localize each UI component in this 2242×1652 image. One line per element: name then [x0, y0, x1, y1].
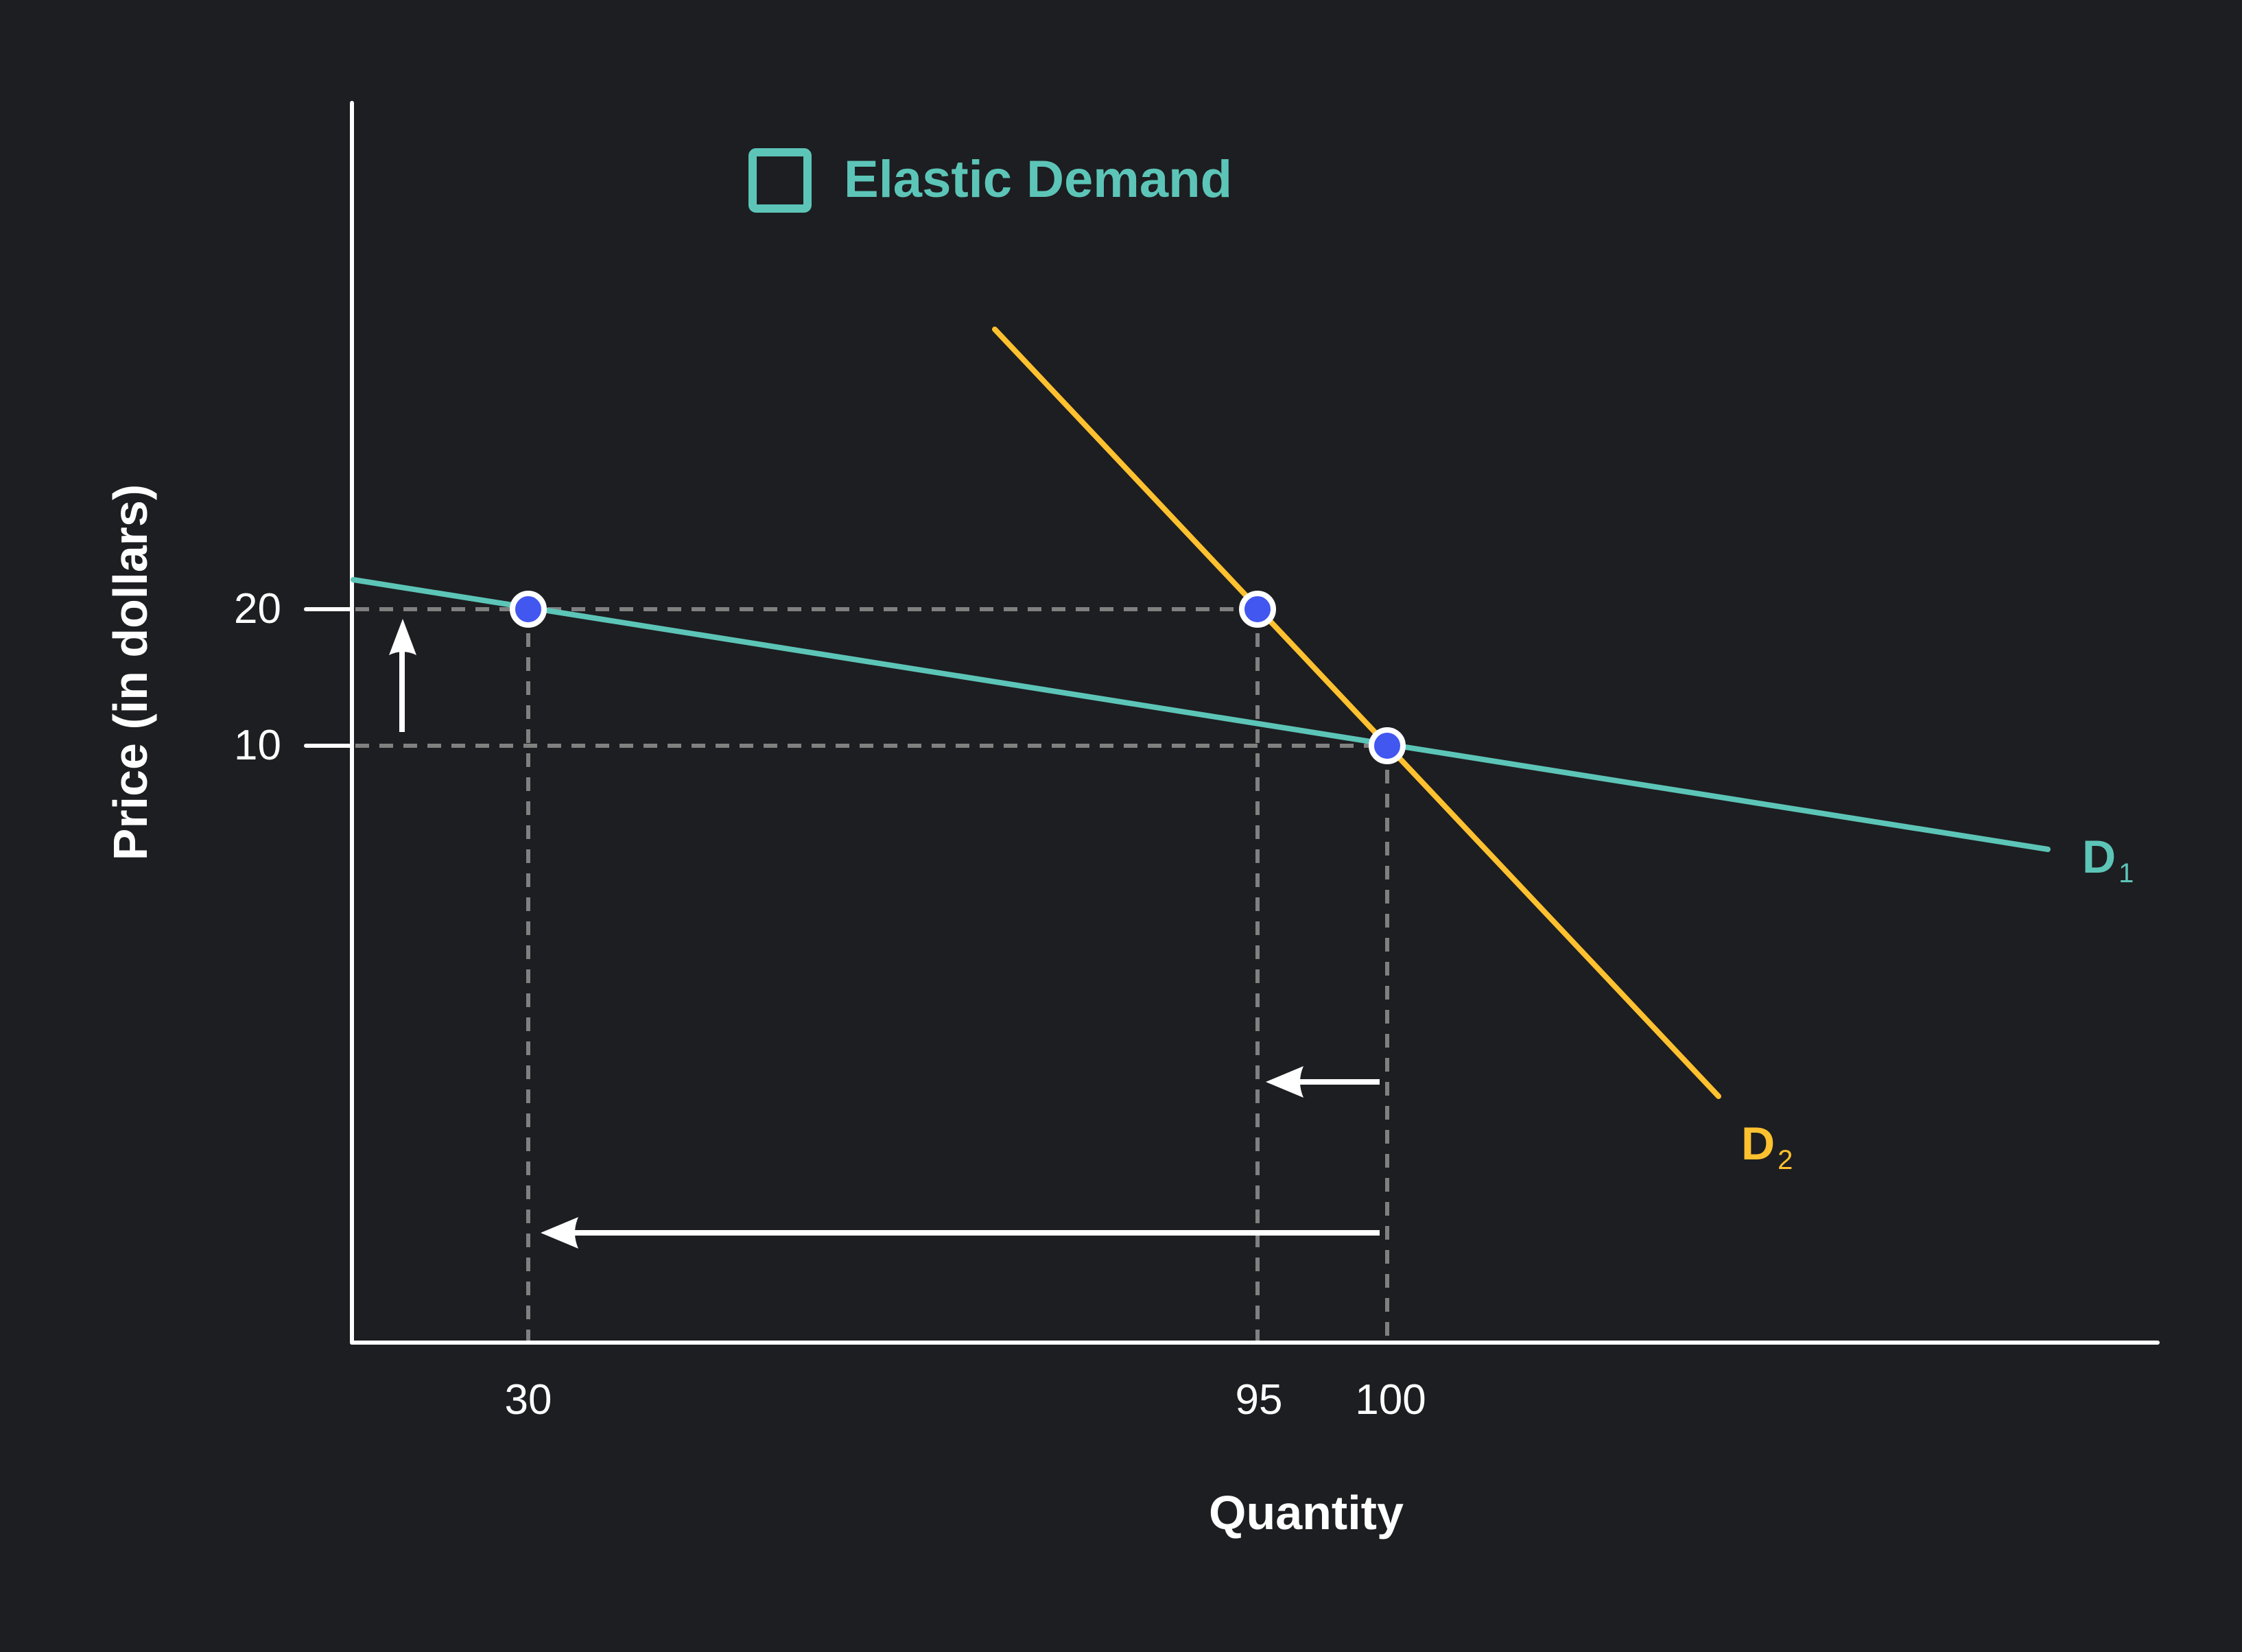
guide-lines — [355, 607, 1389, 1341]
d1-label-main: D — [2082, 831, 2116, 883]
x-axis-title: Quantity — [1209, 1486, 1404, 1539]
y-axis-title: Price (in dollars) — [104, 484, 157, 861]
d2-label-main: D — [1741, 1118, 1775, 1170]
d1-curve — [351, 577, 2051, 852]
data-points — [510, 591, 1406, 764]
x-tick-label-95: 95 — [1235, 1376, 1283, 1424]
legend-square-icon — [748, 148, 812, 213]
point-q30-p20 — [510, 591, 547, 628]
d1-label-sub: 1 — [2119, 858, 2134, 888]
long-left-arrow-icon — [541, 1217, 578, 1249]
point-q100-p10 — [1369, 727, 1406, 764]
x-tick-label-30: 30 — [504, 1376, 552, 1424]
long-left-arrow-shaft — [573, 1230, 1380, 1236]
legend-label: Elastic Demand — [844, 150, 1232, 209]
axes — [304, 101, 2160, 1345]
d2-label-sub: 2 — [1778, 1145, 1793, 1175]
short-left-arrow-icon — [1266, 1066, 1303, 1098]
up-arrow-icon — [389, 619, 416, 655]
y-tick-label-10: 10 — [234, 722, 281, 769]
d2-curve — [992, 327, 1721, 1099]
short-left-arrow-shaft — [1297, 1079, 1380, 1085]
annotation-arrows — [389, 619, 1380, 1249]
point-q95-p20 — [1239, 591, 1276, 628]
up-arrow-shaft — [399, 648, 405, 732]
y-tick-label-20: 20 — [234, 585, 281, 633]
x-tick-label-100: 100 — [1355, 1376, 1426, 1424]
